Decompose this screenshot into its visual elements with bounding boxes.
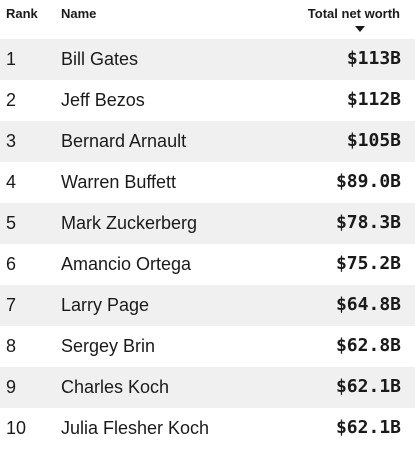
rank-cell: 2 — [6, 90, 17, 110]
net-worth-cell: $75.2B — [335, 253, 401, 274]
rank-cell: 3 — [6, 131, 17, 151]
net-worth-cell: $64.8B — [335, 294, 401, 315]
column-header-rank[interactable]: Rank — [6, 6, 38, 21]
net-worth-cell: $89.0B — [335, 171, 401, 192]
sort-descending-icon[interactable] — [355, 26, 365, 32]
net-worth-cell: $62.8B — [335, 335, 401, 356]
name-cell: Jeff Bezos — [61, 90, 145, 110]
table-row: 1 Bill Gates $113B — [0, 39, 415, 80]
column-header-total-net-worth[interactable]: Total net worth — [307, 6, 400, 21]
net-worth-cell: $62.1B — [335, 376, 401, 397]
name-cell: Sergey Brin — [61, 336, 156, 356]
table-header: Rank Name Total net worth — [0, 0, 415, 39]
net-worth-cell: $78.3B — [335, 212, 401, 233]
rank-cell: 4 — [6, 172, 17, 192]
name-cell: Bill Gates — [61, 49, 139, 69]
table-row: 8 Sergey Brin $62.8B — [0, 326, 415, 367]
rank-cell: 10 — [6, 418, 27, 438]
name-cell: Charles Koch — [61, 377, 170, 397]
table-row: 9 Charles Koch $62.1B — [0, 367, 415, 408]
rank-cell: 7 — [6, 295, 17, 315]
name-cell: Amancio Ortega — [61, 254, 192, 274]
table-row: 2 Jeff Bezos $112B — [0, 80, 415, 121]
table-row: 4 Warren Buffett $89.0B — [0, 162, 415, 203]
table-row: 5 Mark Zuckerberg $78.3B — [0, 203, 415, 244]
name-cell: Mark Zuckerberg — [61, 213, 198, 233]
net-worth-cell: $62.1B — [335, 417, 401, 438]
column-header-name[interactable]: Name — [61, 6, 97, 21]
rank-cell: 1 — [6, 49, 17, 69]
name-cell: Warren Buffett — [61, 172, 177, 192]
name-cell: Bernard Arnault — [61, 131, 187, 151]
rank-cell: 8 — [6, 336, 17, 356]
rank-cell: 9 — [6, 377, 17, 397]
net-worth-cell: $112B — [346, 89, 401, 110]
name-cell: Larry Page — [61, 295, 150, 315]
table-row: 10 Julia Flesher Koch $62.1B — [0, 408, 415, 449]
table-row: 6 Amancio Ortega $75.2B — [0, 244, 415, 285]
table-row: 7 Larry Page $64.8B — [0, 285, 415, 326]
table-row: 3 Bernard Arnault $105B — [0, 121, 415, 162]
rank-cell: 5 — [6, 213, 17, 233]
rank-cell: 6 — [6, 254, 17, 274]
name-cell: Julia Flesher Koch — [61, 418, 210, 438]
net-worth-cell: $105B — [346, 130, 401, 151]
table-body: 1 Bill Gates $113B 2 Jeff Bezos $112B 3 … — [0, 39, 415, 449]
net-worth-cell: $113B — [346, 48, 401, 69]
